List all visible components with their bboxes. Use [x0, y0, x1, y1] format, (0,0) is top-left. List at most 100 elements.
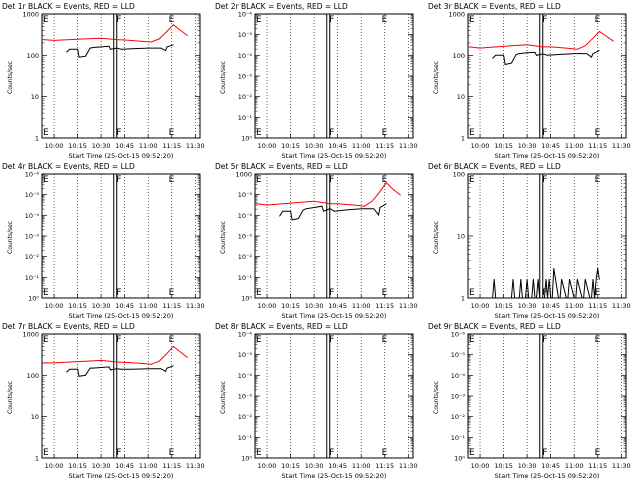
data-point-events [597, 268, 599, 269]
data-point-events [166, 367, 168, 369]
marker-label-top: F [116, 15, 121, 25]
data-point-events [518, 297, 520, 299]
data-point-events [290, 210, 291, 212]
data-point-events [561, 278, 563, 280]
marker-label-top: E [382, 335, 388, 345]
marker-label-bottom: F [329, 288, 334, 298]
x-tick-label: 11:15 [375, 142, 394, 150]
data-point-events [132, 48, 133, 50]
data-point-events [503, 54, 504, 56]
data-point-events [532, 278, 534, 280]
x-tick-label: 10:30 [518, 302, 537, 310]
data-point-lld [85, 38, 86, 40]
series-lld-red [43, 345, 188, 365]
data-point-events [565, 297, 567, 299]
x-axis-label: Start Time (25-Oct-15 09:52:20) [282, 312, 387, 320]
panel-title: Det 3r BLACK = Events, RED = LLD [428, 2, 561, 11]
marker-label-top: F [329, 15, 334, 25]
x-tick-label: 10:15 [281, 462, 300, 470]
data-point-events [121, 368, 122, 370]
data-point-events [77, 368, 78, 370]
marker-label-bottom: E [256, 128, 262, 138]
series-events-black [66, 44, 174, 58]
data-point-events [518, 53, 520, 55]
data-point-events [298, 218, 299, 220]
x-tick-label: 11:30 [399, 142, 418, 150]
panel-title: Det 6r BLACK = Events, RED = LLD [428, 162, 561, 171]
data-point-lld [179, 29, 180, 30]
data-point-lld [337, 203, 339, 205]
x-tick-label: 11:15 [162, 302, 181, 310]
data-point-lld [85, 360, 86, 362]
marker-label-bottom: E [43, 128, 49, 138]
y-axis-label: Counts/sec [433, 221, 440, 254]
plot-frame [41, 333, 201, 459]
data-point-lld [255, 203, 257, 205]
y-axis-label: Counts/sec [7, 61, 14, 94]
data-point-events [584, 278, 586, 280]
data-point-lld [158, 360, 160, 362]
data-point-lld [69, 39, 71, 41]
data-point-events [511, 62, 512, 64]
marker-label-top: E [595, 175, 601, 185]
data-point-lld [584, 45, 586, 47]
marker-label-bottom: F [329, 448, 334, 458]
data-point-lld [166, 352, 168, 354]
y-tick-label: 10⁻⁶ [238, 11, 253, 19]
x-axis-label: Start Time (25-Oct-15 09:52:20) [495, 472, 600, 480]
data-point-events [69, 48, 71, 50]
plot-frame [467, 333, 627, 459]
marker-label-bottom: E [469, 448, 475, 458]
x-tick-label: 10:45 [541, 302, 560, 310]
data-point-events [595, 278, 597, 280]
marker-label-top: E [169, 175, 175, 185]
x-tick-label: 10:15 [494, 462, 513, 470]
x-tick-label: 11:15 [375, 302, 394, 310]
data-point-events [581, 297, 583, 299]
y-tick-label: 1000 [448, 11, 465, 19]
data-point-events [334, 210, 335, 212]
data-point-lld [576, 48, 578, 50]
y-tick-label: 100 [453, 171, 465, 179]
plot-frame [41, 13, 201, 139]
data-point-lld [613, 40, 614, 42]
x-tick-label: 10:00 [45, 142, 64, 150]
data-point-lld [69, 361, 71, 363]
panel-title: Det 7r BLACK = Events, RED = LLD [2, 322, 135, 331]
marker-label-top: E [256, 335, 262, 345]
data-point-lld [598, 30, 600, 32]
data-point-events [291, 219, 293, 221]
x-tick-label: 10:30 [305, 462, 324, 470]
data-point-lld [139, 40, 141, 42]
data-point-events [511, 297, 512, 299]
data-point-lld [605, 35, 606, 37]
x-tick-label: 11:00 [139, 142, 158, 150]
y-tick-label: 1000 [22, 331, 39, 339]
marker-label-top: E [43, 175, 49, 185]
data-point-events [108, 366, 110, 368]
data-point-events [573, 297, 575, 299]
marker-label-bottom: E [382, 128, 388, 138]
y-tick-label: 10⁻² [238, 253, 253, 261]
data-point-lld [565, 47, 567, 49]
y-tick-label: 10⁻⁵ [238, 31, 253, 39]
data-point-events [85, 55, 86, 57]
data-point-events [360, 208, 362, 210]
marker-label-top: E [43, 15, 49, 25]
x-tick-label: 10:00 [45, 462, 64, 470]
data-point-lld [468, 46, 470, 48]
y-tick-label: 10⁻³ [238, 73, 253, 81]
marker-label-top: E [169, 15, 175, 25]
y-tick-label: 10⁻⁴ [25, 212, 40, 220]
x-tick-label: 11:00 [139, 302, 158, 310]
data-point-lld [526, 44, 528, 46]
data-point-events [575, 297, 577, 299]
y-tick-label: 1000 [235, 171, 252, 179]
data-point-events [598, 278, 600, 280]
y-tick-label: 10⁻³ [238, 233, 253, 241]
marker-label-bottom: E [256, 288, 262, 298]
data-point-lld [179, 350, 180, 352]
marker-label-bottom: E [169, 448, 175, 458]
x-tick-label: 10:45 [328, 302, 347, 310]
